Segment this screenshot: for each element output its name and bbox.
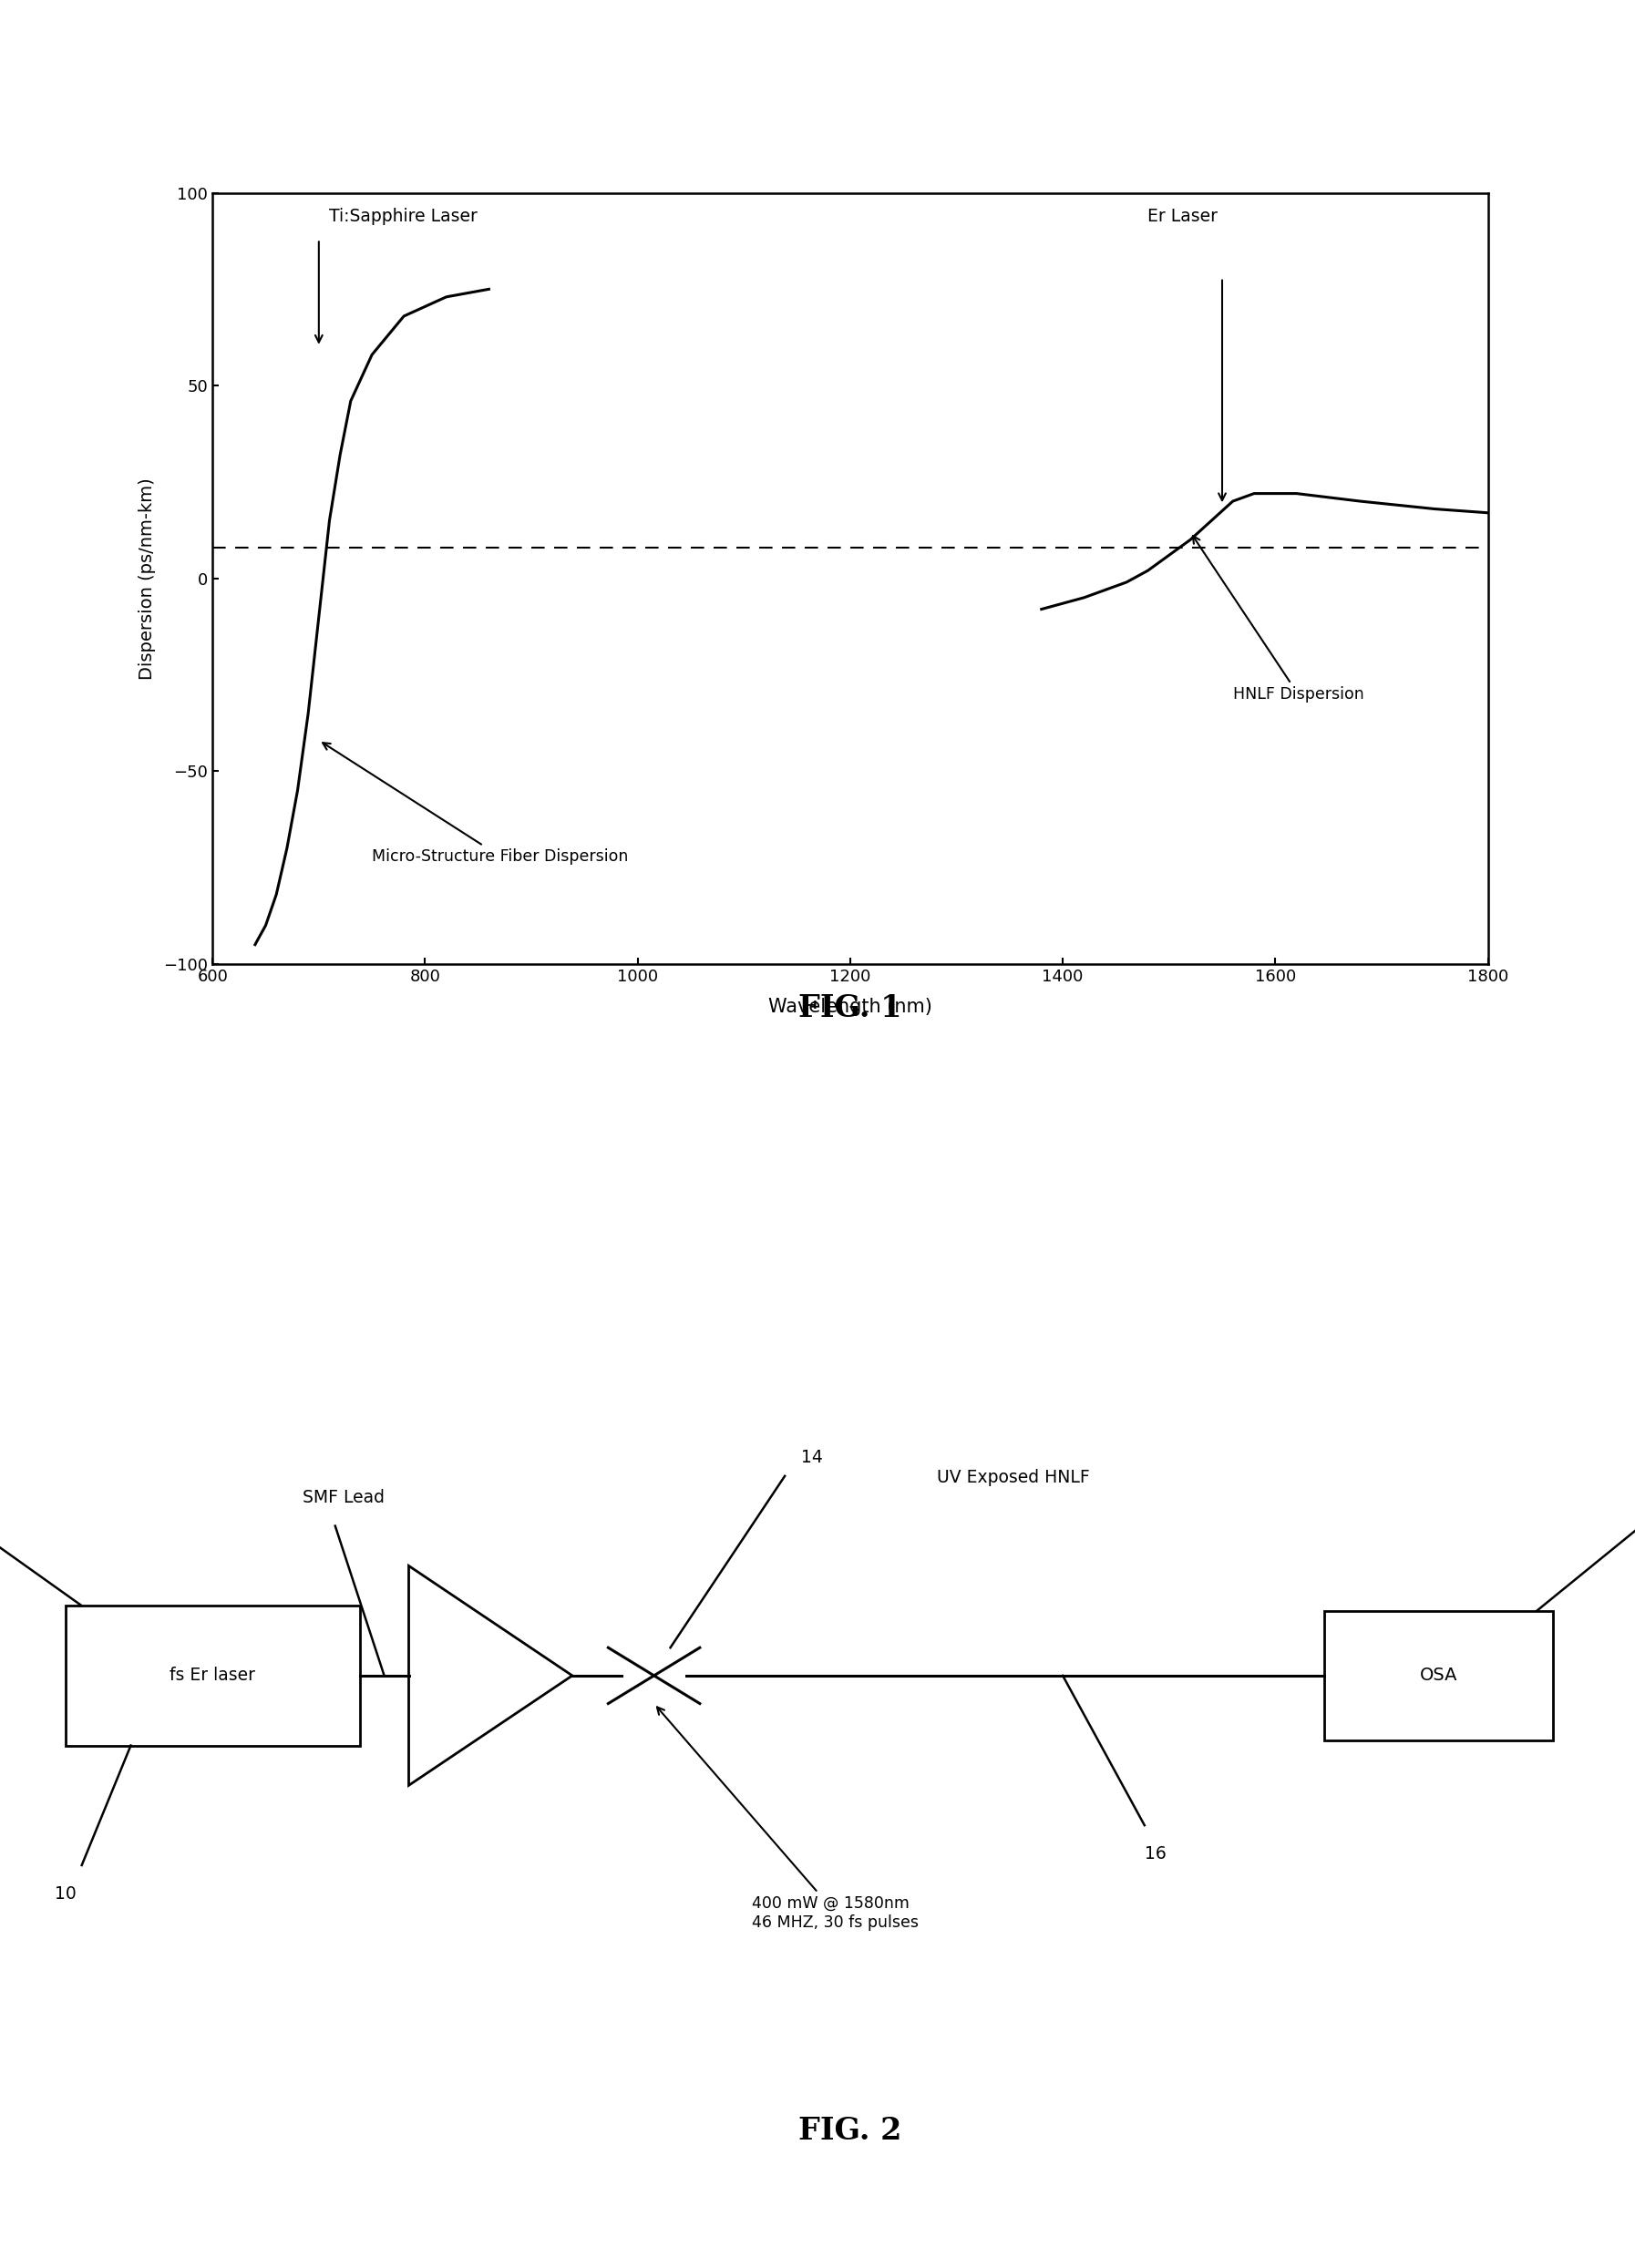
Text: SMF Lead: SMF Lead: [302, 1488, 384, 1506]
Text: Micro-Structure Fiber Dispersion: Micro-Structure Fiber Dispersion: [322, 744, 628, 864]
Text: 10: 10: [54, 1885, 77, 1903]
Text: Ti:Sapphire Laser: Ti:Sapphire Laser: [329, 209, 477, 225]
Text: HNLF Dispersion: HNLF Dispersion: [1194, 535, 1364, 703]
X-axis label: Wavelength (nm): Wavelength (nm): [768, 998, 932, 1016]
Text: Er Laser: Er Laser: [1148, 209, 1218, 225]
Polygon shape: [65, 1606, 360, 1746]
Polygon shape: [1324, 1610, 1553, 1740]
Text: OSA: OSA: [1419, 1667, 1458, 1685]
Text: FIG. 2: FIG. 2: [798, 2116, 903, 2146]
Text: UV Exposed HNLF: UV Exposed HNLF: [937, 1470, 1091, 1486]
Text: FIG. 1: FIG. 1: [798, 993, 903, 1023]
Text: 400 mW @ 1580nm
46 MHZ, 30 fs pulses: 400 mW @ 1580nm 46 MHZ, 30 fs pulses: [657, 1708, 919, 1930]
Text: 14: 14: [801, 1449, 822, 1465]
Text: 16: 16: [1144, 1846, 1166, 1862]
Text: fs Er laser: fs Er laser: [170, 1667, 255, 1685]
Y-axis label: Dispersion (ps/nm-km): Dispersion (ps/nm-km): [139, 476, 155, 680]
